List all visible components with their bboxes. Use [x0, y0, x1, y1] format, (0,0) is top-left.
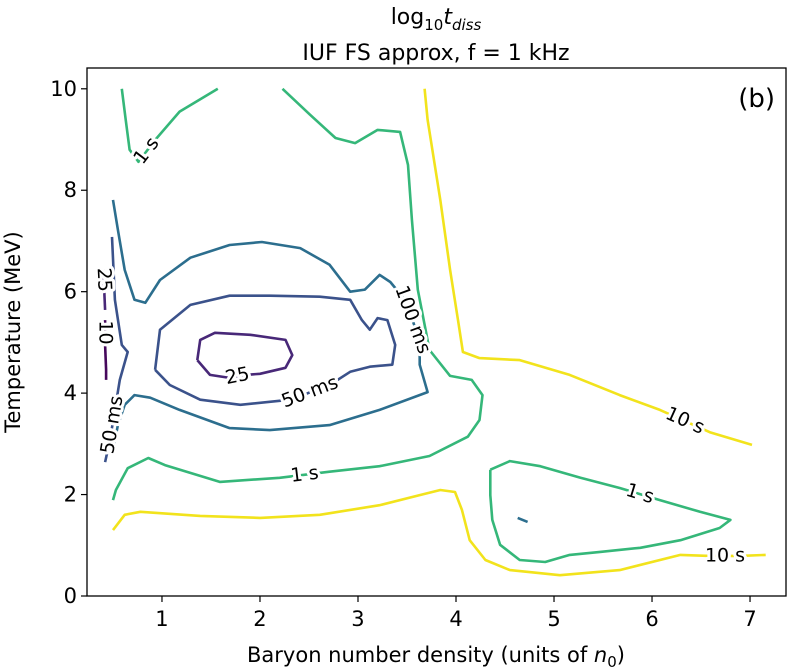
axes-frame [86, 67, 787, 597]
contour-label: 10 s [705, 544, 745, 566]
contour-label: 50 ms [278, 371, 341, 412]
contour-line [196, 331, 294, 380]
contour-label: 1 s [129, 133, 164, 169]
x-label-var: n [594, 643, 607, 667]
y-tick-label: 8 [64, 178, 77, 202]
contour-label: 10 s [662, 402, 708, 438]
contour-line [103, 236, 129, 463]
x-tick-label: 6 [645, 607, 658, 631]
contour-line [111, 87, 484, 501]
contour-label: 100 ms [390, 283, 435, 357]
contour-line [489, 459, 732, 564]
y-tick-label: 6 [64, 280, 77, 304]
plot-area: 10 25 25 50 ms 50 ms 100 ms 1 s 1 s 1 s 10 s 10 s [90, 87, 766, 577]
y-axis-label: Temperature (MeV) [1, 231, 25, 434]
x-tick-label: 4 [449, 607, 462, 631]
y-tick-label: 0 [64, 584, 77, 608]
panel-label: (b) [738, 84, 775, 114]
y-tick-label: 4 [64, 381, 77, 405]
contour-label: 50 ms [96, 394, 127, 455]
x-label-close: ) [617, 643, 625, 667]
y-tick-label: 2 [64, 483, 77, 507]
x-label-sub: 0 [607, 653, 617, 670]
title-var-sub: diss [452, 16, 482, 34]
title-var: t [443, 5, 453, 30]
contour-line [111, 488, 766, 577]
x-tick-label: 2 [253, 607, 266, 631]
x-label-text: Baryon number density (units of [247, 643, 594, 667]
x-tick-label: 5 [547, 607, 560, 631]
contour-line [101, 269, 107, 310]
chart-subtitle: IUF FS approx, f = 1 kHz [302, 41, 569, 66]
contour-line [111, 199, 429, 451]
contour-label: 1 s [623, 479, 656, 508]
contour-line [423, 88, 753, 447]
contour-line [517, 516, 529, 524]
x-tick-label: 3 [351, 607, 364, 631]
x-axis-label: Baryon number density (units of n0) [247, 643, 625, 670]
contour-line [120, 87, 219, 164]
contour-label: 1 s [289, 462, 319, 487]
contour-line [103, 320, 108, 380]
y-tick-label: 10 [50, 77, 77, 101]
chart-title: log10tdiss [391, 5, 482, 34]
contour-label: 25 [93, 267, 116, 292]
x-tick-label: 7 [743, 607, 756, 631]
title-text: log [391, 5, 425, 30]
contour-label: 10 [95, 320, 117, 344]
x-tick-label: 1 [155, 607, 168, 631]
contour-label: 25 [223, 363, 251, 389]
title-sub: 10 [424, 16, 443, 34]
contour-line [153, 294, 397, 407]
